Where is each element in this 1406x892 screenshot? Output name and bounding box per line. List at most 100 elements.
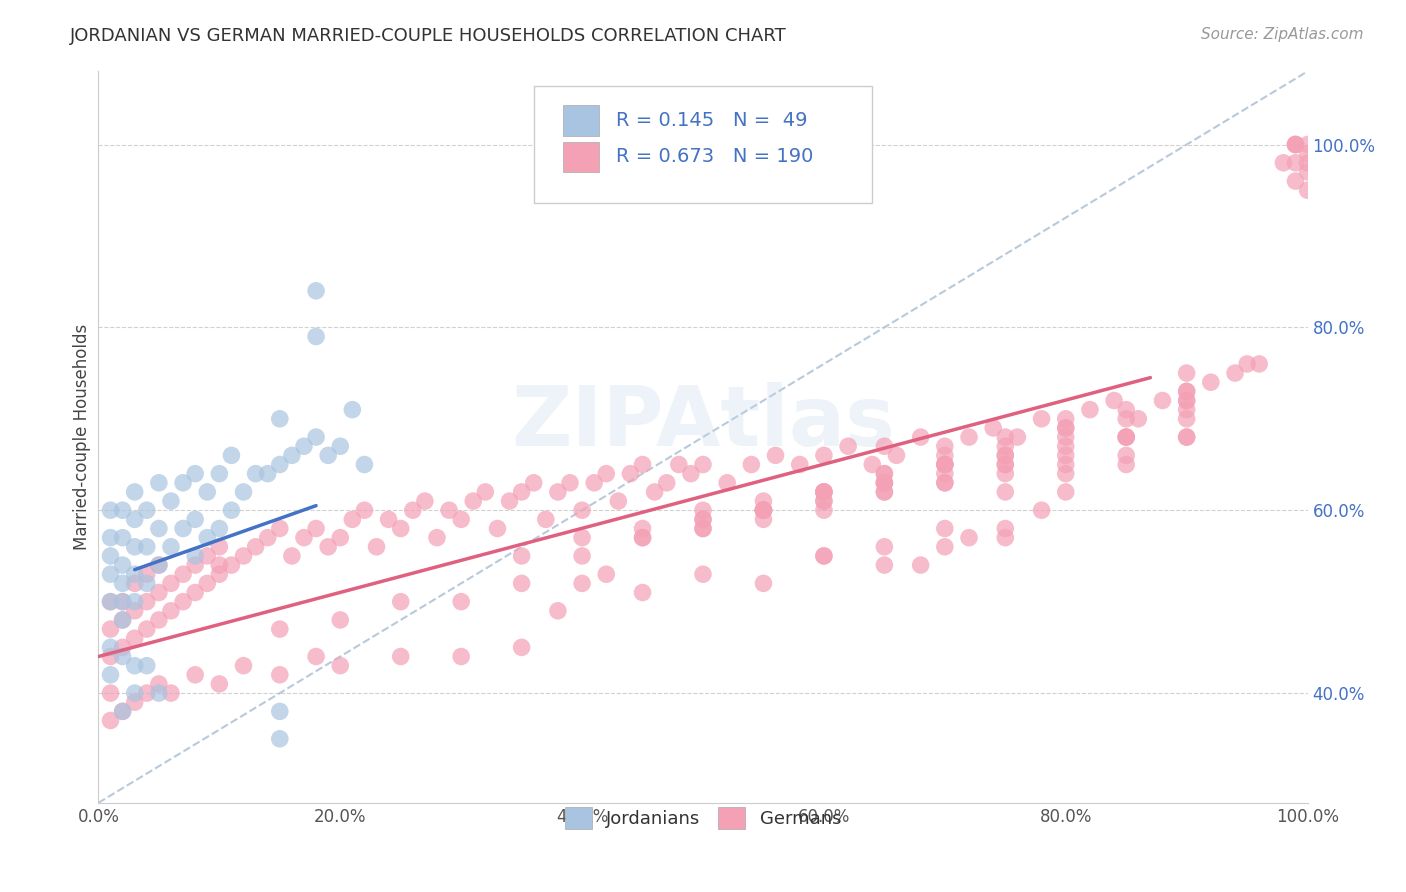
Point xyxy=(1115,430,1137,444)
Point xyxy=(316,540,339,554)
Point xyxy=(195,576,218,591)
Point xyxy=(221,503,243,517)
Point xyxy=(100,594,122,608)
Point xyxy=(644,485,666,500)
Point xyxy=(1199,376,1222,390)
Text: ZIPAtlas: ZIPAtlas xyxy=(510,382,896,463)
Point xyxy=(292,439,315,453)
Point xyxy=(111,613,134,627)
Point xyxy=(1031,503,1053,517)
Point xyxy=(100,531,122,545)
Point xyxy=(124,540,146,554)
Point xyxy=(305,329,328,343)
Point xyxy=(450,594,472,608)
Point xyxy=(994,439,1017,453)
Point xyxy=(232,485,254,500)
Point xyxy=(571,503,593,517)
Point xyxy=(595,467,617,481)
Point xyxy=(160,540,183,554)
Point xyxy=(1272,155,1295,169)
Point xyxy=(1054,412,1077,426)
Point xyxy=(208,540,231,554)
Point xyxy=(752,503,775,517)
Point xyxy=(100,622,122,636)
Point xyxy=(413,494,436,508)
Point xyxy=(450,512,472,526)
Point xyxy=(789,458,811,472)
Point xyxy=(957,430,980,444)
Point xyxy=(1175,384,1198,399)
Point xyxy=(316,448,339,462)
Point xyxy=(571,531,593,545)
Point xyxy=(100,594,122,608)
Point xyxy=(1236,357,1258,371)
Point xyxy=(148,475,170,490)
Point xyxy=(450,649,472,664)
Point xyxy=(934,521,956,535)
Point xyxy=(221,448,243,462)
Point xyxy=(981,421,1004,435)
Point xyxy=(873,485,896,500)
Point xyxy=(100,649,122,664)
Point xyxy=(353,503,375,517)
Point xyxy=(208,677,231,691)
Point xyxy=(1115,430,1137,444)
Point xyxy=(607,494,630,508)
Point xyxy=(860,458,883,472)
Point xyxy=(184,585,207,599)
Point xyxy=(1175,402,1198,417)
Point xyxy=(292,531,315,545)
Point xyxy=(1249,357,1271,371)
Point xyxy=(523,475,546,490)
Point xyxy=(1296,137,1319,152)
Point xyxy=(1296,155,1319,169)
Point xyxy=(1296,165,1319,179)
Point xyxy=(752,503,775,517)
Point xyxy=(873,475,896,490)
Point xyxy=(111,558,134,573)
Point xyxy=(269,458,291,472)
Point xyxy=(934,458,956,472)
Point xyxy=(583,475,606,490)
Point xyxy=(1054,467,1077,481)
Point xyxy=(510,640,533,655)
Point xyxy=(595,567,617,582)
Point xyxy=(486,521,509,535)
Point xyxy=(1054,485,1077,500)
Point xyxy=(160,494,183,508)
Point xyxy=(124,576,146,591)
Point xyxy=(100,686,122,700)
Point xyxy=(1296,183,1319,197)
Point xyxy=(1175,430,1198,444)
Point xyxy=(135,622,157,636)
Point xyxy=(329,439,352,453)
Point xyxy=(111,705,134,719)
Point xyxy=(813,494,835,508)
Point xyxy=(1054,421,1077,435)
Point xyxy=(813,549,835,563)
Point xyxy=(752,503,775,517)
Point xyxy=(994,467,1017,481)
Point xyxy=(353,458,375,472)
Point xyxy=(1115,430,1137,444)
Point xyxy=(111,576,134,591)
Point xyxy=(100,667,122,681)
Point xyxy=(184,549,207,563)
Point xyxy=(463,494,485,508)
Point xyxy=(1175,412,1198,426)
Point xyxy=(124,485,146,500)
Point xyxy=(135,658,157,673)
Point xyxy=(1175,430,1198,444)
Point xyxy=(305,521,328,535)
Point xyxy=(208,521,231,535)
Point xyxy=(994,485,1017,500)
Point xyxy=(692,521,714,535)
Point xyxy=(994,430,1017,444)
Point xyxy=(221,558,243,573)
Point xyxy=(135,503,157,517)
Point xyxy=(679,467,702,481)
Text: R = 0.673   N = 190: R = 0.673 N = 190 xyxy=(616,147,813,167)
Point xyxy=(813,494,835,508)
Point xyxy=(329,531,352,545)
Point xyxy=(208,558,231,573)
